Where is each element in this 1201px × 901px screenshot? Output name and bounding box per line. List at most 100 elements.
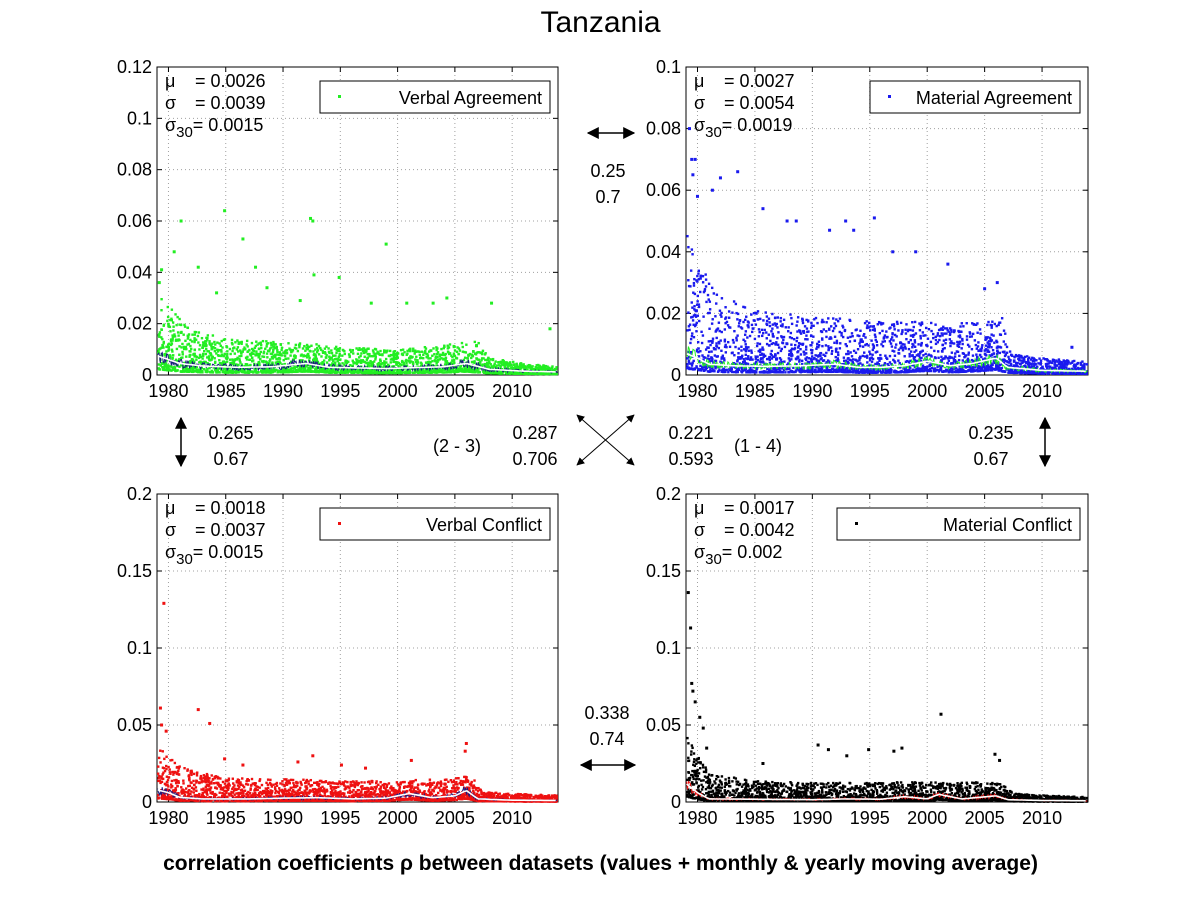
legend: Verbal Agreement: [319, 80, 551, 114]
data-point-outlier: [337, 275, 341, 279]
data-point: [257, 342, 261, 345]
x-tick-label: 2000: [378, 381, 418, 401]
data-point: [349, 363, 352, 367]
data-point: [270, 352, 274, 356]
data-point: [695, 348, 699, 351]
data-point: [1031, 356, 1034, 360]
data-point: [740, 345, 743, 348]
data-point: [814, 316, 818, 320]
data-point: [893, 361, 897, 364]
data-point: [184, 339, 187, 343]
data-point-outlier: [309, 216, 313, 220]
data-point: [179, 323, 183, 327]
data-point: [195, 368, 199, 371]
data-point: [804, 348, 808, 351]
data-point: [337, 362, 341, 365]
data-point: [754, 323, 758, 326]
data-point: [335, 357, 338, 361]
data-point: [253, 369, 256, 372]
data-point: [817, 354, 821, 357]
data-point: [276, 357, 279, 360]
data-point: [1053, 372, 1056, 375]
data-point: [753, 337, 757, 341]
data-point: [913, 320, 917, 324]
data-point: [776, 367, 779, 371]
data-point: [399, 371, 402, 375]
data-point: [917, 353, 920, 356]
data-point: [691, 253, 694, 256]
data-point: [443, 363, 447, 366]
data-point: [281, 363, 284, 366]
data-point: [280, 346, 284, 349]
data-point: [704, 348, 708, 351]
data-point: [790, 322, 794, 326]
data-point: [393, 350, 397, 353]
data-point: [226, 350, 229, 353]
data-point: [357, 367, 360, 371]
data-point: [944, 370, 947, 373]
data-point: [776, 336, 779, 340]
data-point: [761, 346, 764, 349]
data-point: [768, 369, 771, 373]
data-point: [442, 346, 445, 350]
data-point: [347, 353, 351, 356]
data-point: [836, 357, 840, 360]
data-point: [443, 353, 447, 357]
data-point: [930, 329, 933, 333]
data-point: [851, 371, 855, 374]
data-point: [235, 358, 239, 361]
data-point: [874, 338, 877, 342]
data-point: [707, 298, 710, 301]
data-point: [848, 340, 852, 343]
data-point: [920, 367, 924, 371]
data-point: [289, 368, 293, 371]
data-point: [328, 359, 331, 362]
data-point: [434, 369, 437, 372]
data-point: [268, 347, 272, 350]
data-point: [414, 368, 418, 372]
data-point: [1004, 343, 1007, 346]
data-point: [460, 341, 464, 345]
data-point: [234, 369, 237, 373]
data-point: [513, 363, 516, 366]
data-point: [286, 369, 290, 372]
data-point: [956, 340, 959, 344]
data-point: [216, 368, 220, 371]
data-point: [236, 346, 240, 349]
data-point: [372, 354, 375, 358]
data-point: [950, 340, 953, 343]
data-point: [360, 352, 363, 355]
data-point: [862, 334, 865, 337]
data-point: [335, 351, 338, 355]
x-tick-label: 1990: [792, 381, 832, 401]
data-point: [901, 346, 905, 349]
data-point: [957, 329, 960, 333]
data-point: [515, 367, 518, 370]
data-point: [697, 347, 700, 350]
data-point: [438, 353, 441, 356]
data-point: [940, 370, 944, 373]
data-point: [909, 370, 913, 373]
data-point-outlier: [265, 286, 269, 290]
data-point: [213, 349, 217, 353]
data-point: [792, 366, 795, 369]
data-point: [791, 354, 794, 357]
data-point: [241, 368, 244, 371]
data-point: [297, 368, 300, 371]
data-point: [499, 370, 503, 373]
data-point: [1029, 370, 1032, 374]
data-point: [418, 353, 421, 357]
data-point: [858, 334, 861, 338]
data-point: [330, 356, 333, 359]
data-point: [243, 364, 246, 368]
data-point: [702, 315, 705, 318]
x-tick-label: 1980: [677, 381, 717, 401]
data-point: [825, 351, 828, 355]
data-point: [999, 363, 1002, 367]
data-point: [452, 369, 455, 373]
data-point: [502, 363, 505, 367]
data-point: [433, 359, 437, 362]
data-point: [297, 364, 301, 367]
data-point: [170, 365, 173, 368]
data-point: [997, 367, 1000, 371]
